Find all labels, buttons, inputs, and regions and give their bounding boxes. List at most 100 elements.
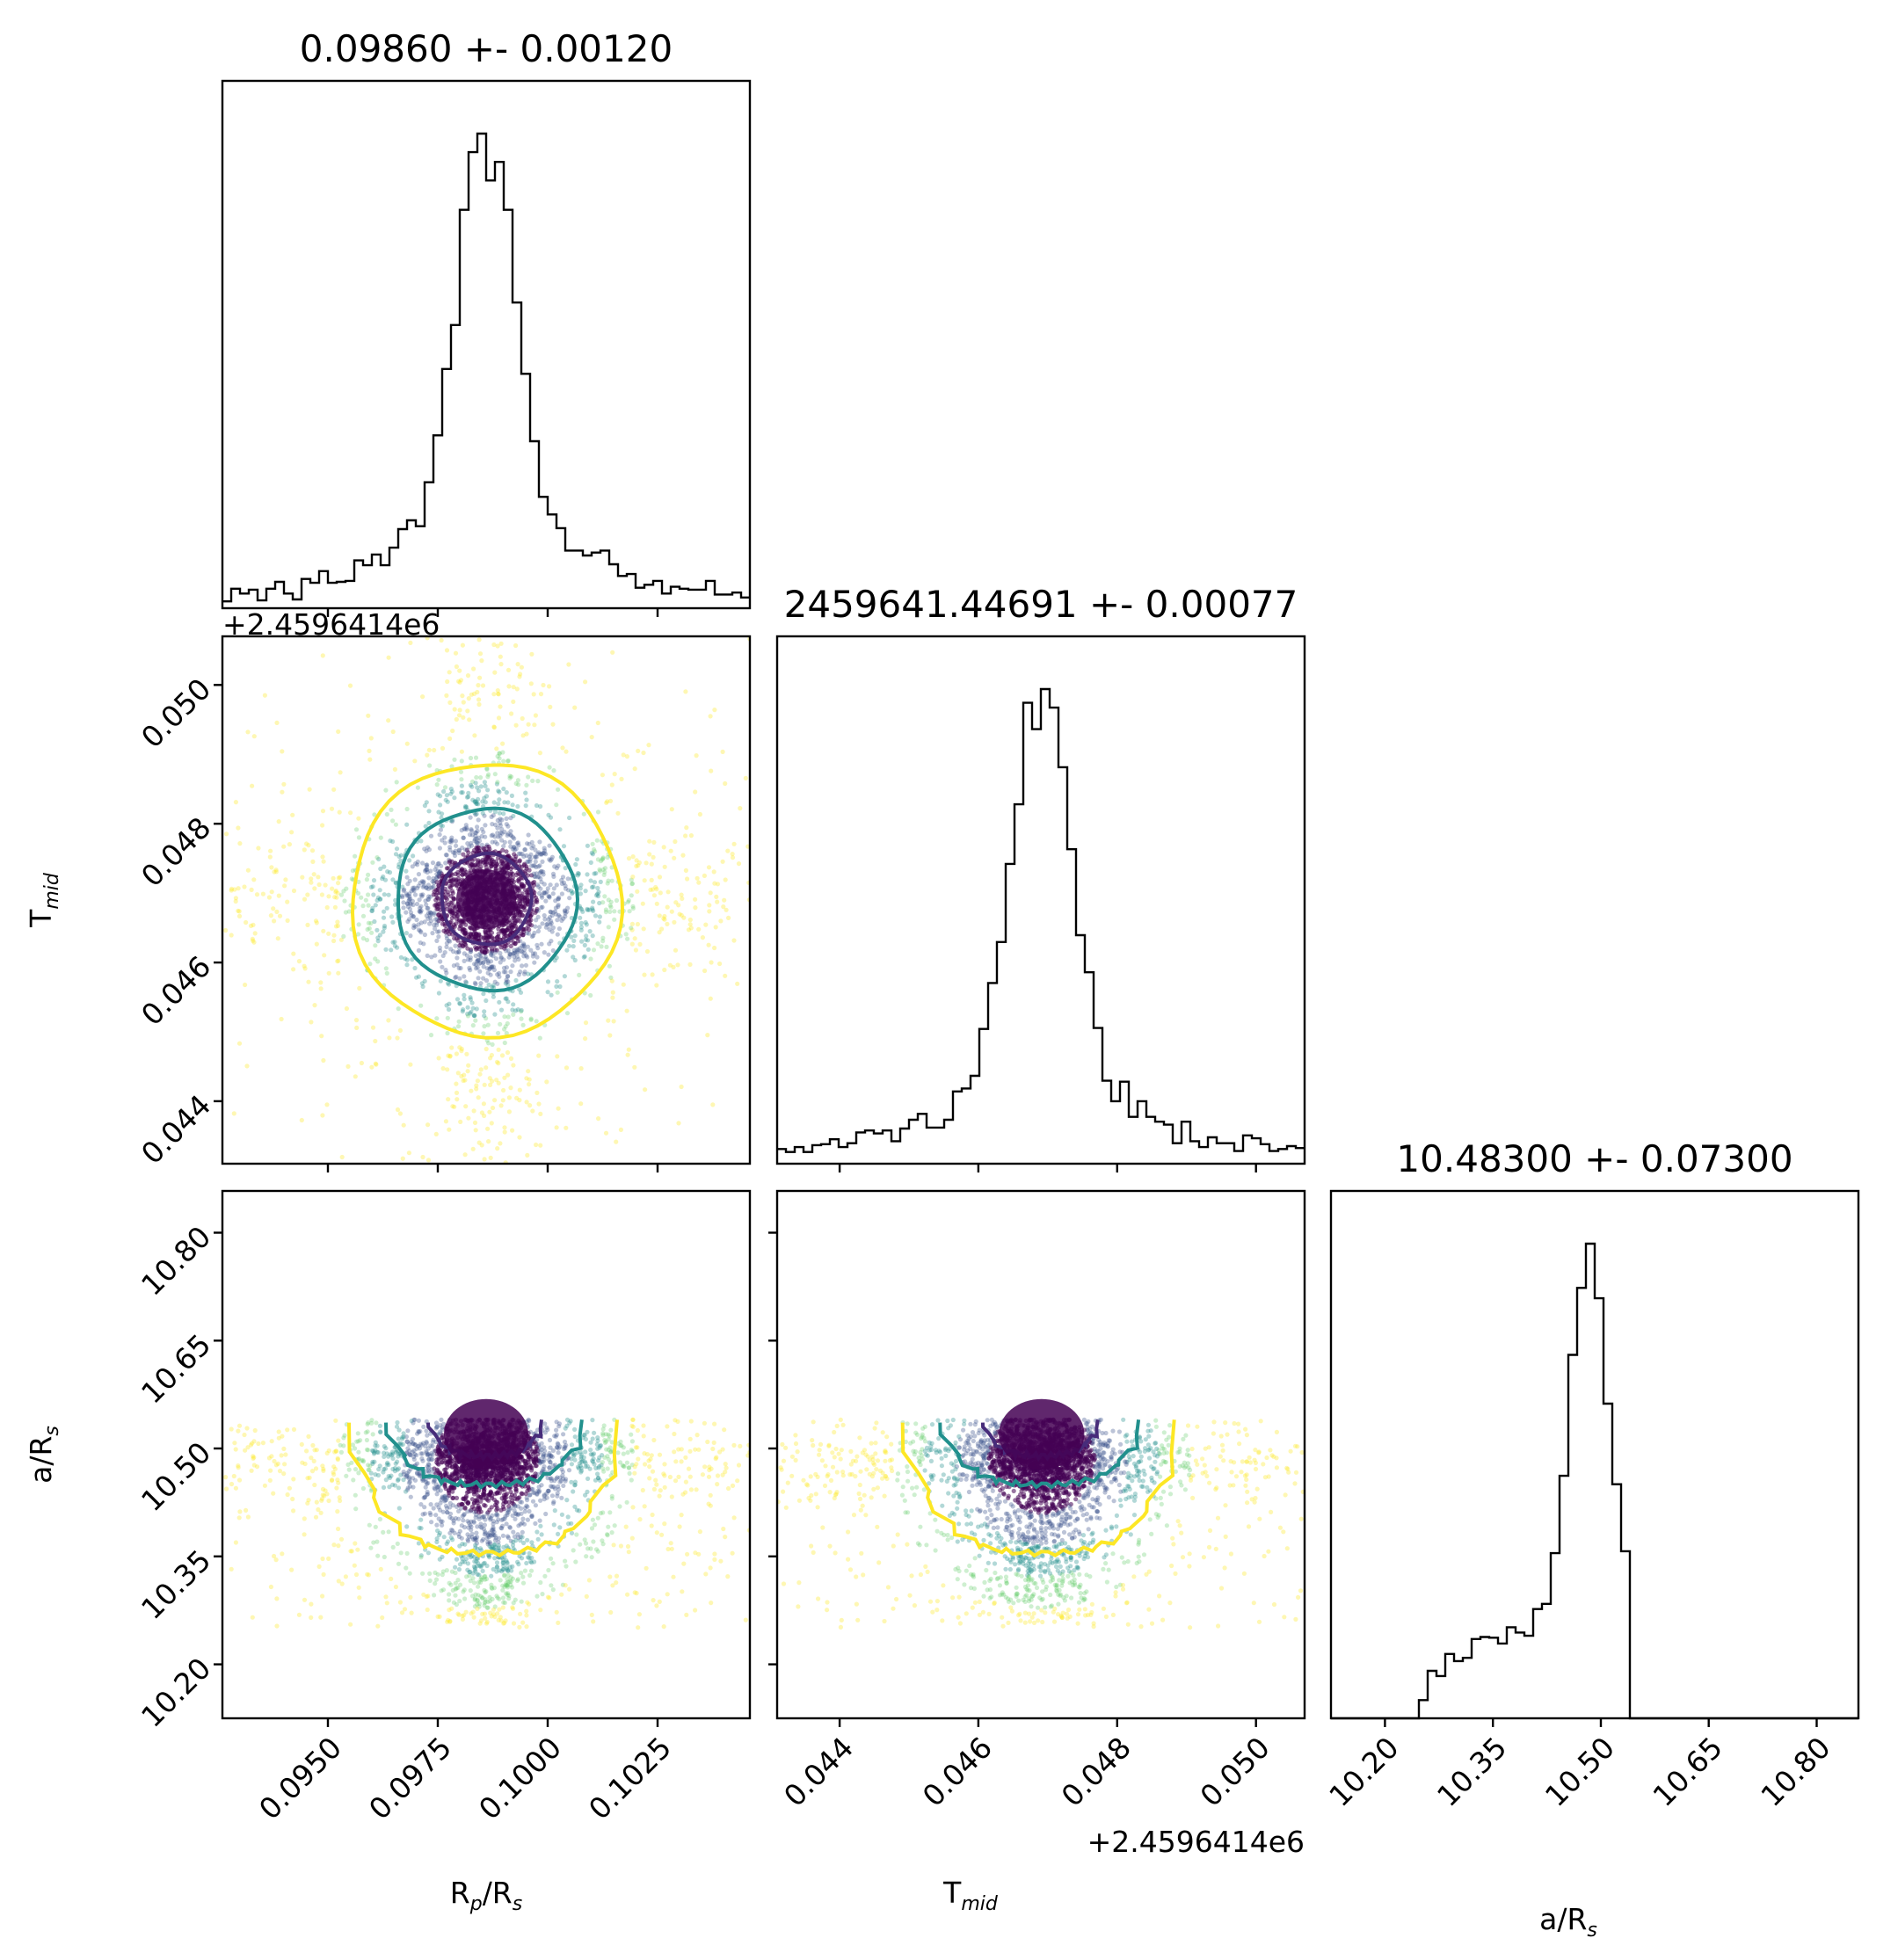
scatter-point <box>443 968 448 973</box>
scatter-point <box>418 1555 424 1560</box>
scatter-point <box>508 1085 513 1091</box>
scatter-point <box>524 953 529 958</box>
scatter-point <box>510 846 516 852</box>
scatter-point <box>502 1572 507 1578</box>
scatter-point <box>534 1019 539 1024</box>
scatter-point <box>396 1485 402 1491</box>
scatter-point <box>653 1477 658 1483</box>
scatter-point <box>478 960 484 965</box>
scatter-point <box>630 905 636 911</box>
scatter-point <box>404 962 410 968</box>
scatter-point <box>266 895 272 900</box>
scatter-point <box>474 1083 479 1088</box>
scatter-point <box>229 1481 235 1487</box>
scatter-point <box>512 951 517 956</box>
scatter-point <box>274 720 280 726</box>
scatter-point <box>607 1434 613 1439</box>
scatter-point <box>527 854 532 860</box>
scatter-point <box>484 1065 489 1071</box>
scatter-point <box>533 1521 538 1526</box>
scatter-point <box>458 1506 464 1511</box>
scatter-point <box>397 1027 403 1033</box>
scatter-point <box>522 895 527 901</box>
scatter-point <box>224 1486 229 1492</box>
scatter-point <box>472 837 477 842</box>
scatter-point <box>420 1441 425 1446</box>
scatter-point <box>605 1466 610 1471</box>
scatter-point <box>588 1448 593 1453</box>
scatter-point <box>383 947 389 952</box>
scatter-point <box>511 1601 516 1606</box>
scatter-point <box>529 839 534 845</box>
scatter-point <box>486 772 491 777</box>
scatter-point <box>546 1488 551 1493</box>
scatter-point <box>500 927 505 933</box>
scatter-point <box>488 951 494 956</box>
scatter-point <box>542 913 547 918</box>
scatter-point <box>490 1105 496 1111</box>
scatter-point <box>590 933 595 939</box>
scatter-point <box>489 833 494 838</box>
scatter-point <box>647 838 652 844</box>
scatter-point <box>504 1580 509 1586</box>
scatter-point <box>505 1591 511 1596</box>
scatter-point <box>424 800 429 805</box>
scatter-point <box>236 1465 241 1470</box>
scatter-point <box>444 853 449 858</box>
scatter-point <box>353 827 360 832</box>
scatter-point <box>518 990 524 995</box>
scatter-point <box>563 883 568 889</box>
scatter-point <box>580 909 585 914</box>
scatter-point <box>529 863 534 868</box>
scatter-point <box>514 841 520 846</box>
scatter-point <box>418 838 424 844</box>
scatter-point <box>494 1503 499 1508</box>
scatter-point <box>512 845 517 850</box>
scatter-point <box>392 940 397 945</box>
scatter-point <box>356 1585 361 1590</box>
scatter-point <box>527 1550 532 1556</box>
scatter-point <box>324 1492 330 1497</box>
scatter-point <box>393 1584 398 1590</box>
scatter-point <box>460 693 465 699</box>
scatter-point <box>460 790 465 795</box>
scatter-point <box>438 978 443 984</box>
scatter-point <box>673 838 678 845</box>
scatter-point <box>428 1502 433 1507</box>
scatter-point <box>473 1128 478 1133</box>
scatter-point <box>435 896 440 901</box>
scatter-point <box>454 882 459 889</box>
scatter-point <box>542 950 547 955</box>
scatter-point <box>570 891 575 897</box>
scatter-point <box>554 802 559 808</box>
scatter-point <box>667 1474 673 1480</box>
scatter-point <box>520 884 526 889</box>
scatter-point <box>521 862 527 868</box>
scatter-point <box>418 892 424 897</box>
scatter-point <box>676 1447 681 1452</box>
scatter-point <box>444 944 449 949</box>
scatter-point <box>459 759 464 764</box>
scatter-point <box>447 838 453 845</box>
scatter-point <box>488 1541 493 1546</box>
scatter-point <box>448 947 454 952</box>
scatter-point <box>532 1491 537 1496</box>
scatter-point <box>506 1506 513 1512</box>
scatter-point <box>650 1512 655 1518</box>
scatter-point <box>506 1109 513 1114</box>
scatter-point <box>390 1544 396 1550</box>
scatter-point <box>537 925 542 930</box>
scatter-point <box>456 1502 462 1507</box>
scatter-point <box>553 898 558 904</box>
scatter-point <box>421 1495 426 1500</box>
scatter-point <box>233 898 238 904</box>
scatter-point <box>693 905 698 911</box>
scatter-point <box>395 1107 401 1113</box>
scatter-point <box>522 847 528 853</box>
scatter-point <box>671 964 676 969</box>
scatter-point <box>468 968 473 973</box>
scatter-point <box>411 914 416 919</box>
scatter-point <box>468 1508 473 1514</box>
scatter-point <box>474 966 479 971</box>
scatter-point <box>425 882 431 888</box>
